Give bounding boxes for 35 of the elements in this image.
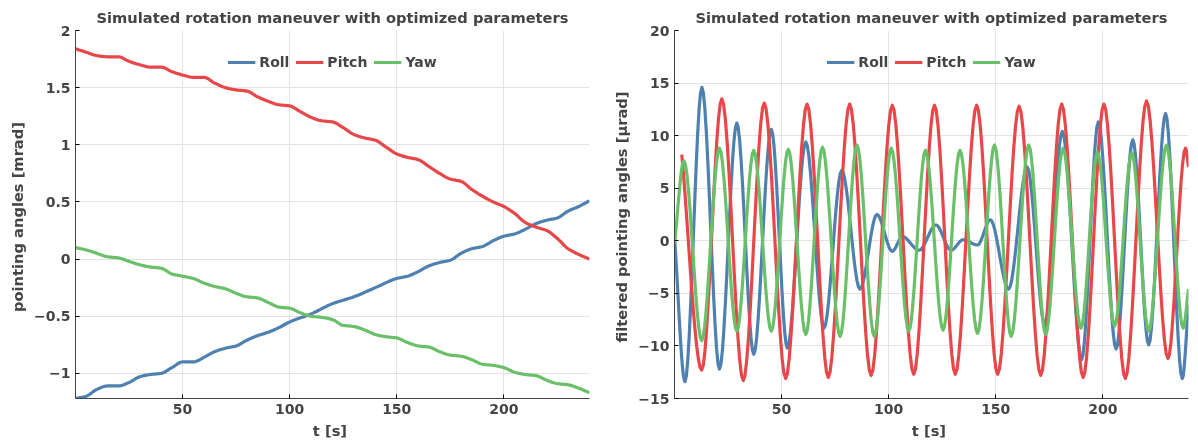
y-tick-label: 2 — [60, 22, 71, 39]
legend-label: Roll — [259, 54, 290, 70]
x-axis-title: t [s] — [312, 421, 348, 439]
chart-title: Simulated rotation maneuver with optimized parameters — [695, 8, 1168, 26]
x-tick-label: 150 — [382, 400, 412, 417]
y-axis-title: pointing angles [mrad] — [8, 122, 26, 313]
y-tick-label: −15 — [638, 390, 670, 407]
x-tick-label: 50 — [771, 400, 792, 417]
x-axis-title: t [s] — [911, 421, 947, 439]
x-tick-label: 100 — [275, 400, 305, 417]
legend-label: Pitch — [926, 54, 967, 70]
legend-label: Roll — [858, 54, 889, 70]
x-tick-label: 100 — [874, 400, 904, 417]
y-tick-label: 5 — [659, 180, 670, 197]
legend-label: Pitch — [327, 54, 368, 70]
y-tick-label: 20 — [650, 22, 670, 39]
y-tick-label: 0 — [659, 232, 670, 249]
y-tick-label: 10 — [650, 127, 670, 144]
y-tick-label: 15 — [650, 75, 670, 92]
y-tick-label: −5 — [648, 285, 670, 302]
chart-title: Simulated rotation maneuver with optimized parameters — [96, 8, 569, 26]
legend-label: Yaw — [1004, 54, 1036, 70]
y-tick-label: 0 — [60, 251, 71, 268]
legend-label: Yaw — [405, 54, 437, 70]
x-tick-label: 200 — [1088, 400, 1118, 417]
y-tick-label: 1.5 — [45, 79, 71, 96]
y-tick-label: −10 — [638, 337, 670, 354]
y-tick-label: −1 — [49, 365, 71, 382]
y-axis-title: filtered pointing angles [μrad] — [613, 91, 631, 343]
x-tick-label: 200 — [489, 400, 519, 417]
y-tick-label: 0.5 — [45, 193, 71, 210]
x-tick-label: 150 — [981, 400, 1011, 417]
x-tick-label: 50 — [172, 400, 193, 417]
y-tick-label: −0.5 — [33, 308, 71, 325]
y-tick-label: 1 — [60, 136, 71, 153]
